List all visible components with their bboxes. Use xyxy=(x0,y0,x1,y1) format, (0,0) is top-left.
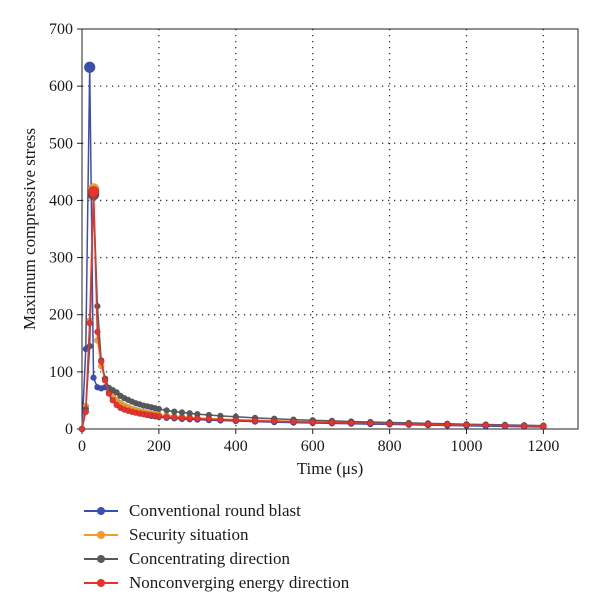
data-point xyxy=(290,418,297,425)
data-point xyxy=(309,418,316,426)
data-point xyxy=(270,417,278,425)
data-point xyxy=(501,422,509,429)
data-point xyxy=(86,342,93,350)
y-tick-label: 200 xyxy=(49,307,73,324)
x-tick-label: 1000 xyxy=(450,438,482,455)
data-point xyxy=(232,416,240,424)
legend-item: Conventional round blast xyxy=(84,499,349,523)
data-point xyxy=(347,419,355,427)
y-axis-ticks: 0 100 200 300 400 500 600 700 xyxy=(49,21,82,438)
data-point xyxy=(178,409,186,416)
y-tick-label: 0 xyxy=(65,421,73,438)
y-tick-label: 300 xyxy=(49,250,73,267)
x-tick-label: 800 xyxy=(378,438,402,455)
series-line xyxy=(81,188,544,430)
series-1 xyxy=(78,61,547,433)
data-point xyxy=(405,420,413,428)
x-axis-ticks: 0 200 400 600 800 1000 1200 xyxy=(78,429,559,455)
legend-swatch xyxy=(84,506,118,516)
data-point xyxy=(251,417,259,424)
y-axis-label: Maximum compressive stress xyxy=(20,128,39,330)
data-point xyxy=(444,421,451,428)
data-point xyxy=(109,397,117,404)
series-layer xyxy=(78,61,547,433)
series-line xyxy=(81,67,544,430)
legend-item: Security situation xyxy=(84,523,349,547)
data-point xyxy=(83,61,96,74)
legend-label: Nonconverging energy direction xyxy=(129,573,350,592)
data-point xyxy=(520,422,528,430)
grid-lines xyxy=(82,29,578,429)
data-point xyxy=(155,405,163,413)
data-point xyxy=(163,407,170,414)
x-tick-label: 600 xyxy=(301,438,325,455)
data-point xyxy=(163,413,170,421)
data-point xyxy=(328,419,336,426)
data-point xyxy=(540,422,547,430)
data-point xyxy=(94,328,101,336)
legend-label: Concentrating direction xyxy=(129,549,290,568)
data-point xyxy=(90,374,97,381)
data-point xyxy=(82,408,90,416)
data-point xyxy=(482,422,489,429)
data-point xyxy=(424,421,432,428)
y-tick-label: 100 xyxy=(49,364,73,381)
legend-item: Concentrating direction xyxy=(84,547,349,571)
data-point xyxy=(171,408,178,415)
data-point xyxy=(78,425,86,433)
y-tick-label: 600 xyxy=(49,78,73,95)
data-point xyxy=(194,415,201,422)
legend-label: Security situation xyxy=(129,525,249,544)
data-point xyxy=(155,413,163,420)
series-4 xyxy=(78,186,547,433)
data-point xyxy=(87,186,100,198)
data-point xyxy=(101,377,109,384)
x-tick-label: 200 xyxy=(147,438,171,455)
legend-item: Nonconverging energy direction xyxy=(84,571,349,595)
data-point xyxy=(463,421,470,429)
data-point xyxy=(217,416,224,423)
data-point xyxy=(178,414,186,422)
x-axis-label: Time (μs) xyxy=(297,459,364,478)
data-point xyxy=(186,415,193,422)
data-point xyxy=(113,389,120,396)
legend: Conventional round blast Security situati… xyxy=(84,499,349,595)
y-tick-label: 400 xyxy=(49,192,73,209)
data-point xyxy=(386,420,393,427)
data-point xyxy=(97,358,105,365)
legend-swatch xyxy=(84,554,118,564)
data-point xyxy=(205,415,213,423)
y-tick-label: 500 xyxy=(49,135,73,152)
data-point xyxy=(105,390,113,397)
legend-swatch xyxy=(84,530,118,540)
legend-label: Conventional round blast xyxy=(129,501,301,520)
x-tick-label: 1200 xyxy=(527,438,559,455)
x-tick-label: 400 xyxy=(224,438,248,455)
legend-swatch xyxy=(84,578,118,588)
data-point xyxy=(86,320,93,327)
plot-frame xyxy=(81,28,579,430)
series-2 xyxy=(78,183,547,433)
data-point xyxy=(367,420,374,427)
y-tick-label: 700 xyxy=(49,21,73,38)
data-point xyxy=(171,414,178,421)
x-tick-label: 0 xyxy=(78,438,86,455)
